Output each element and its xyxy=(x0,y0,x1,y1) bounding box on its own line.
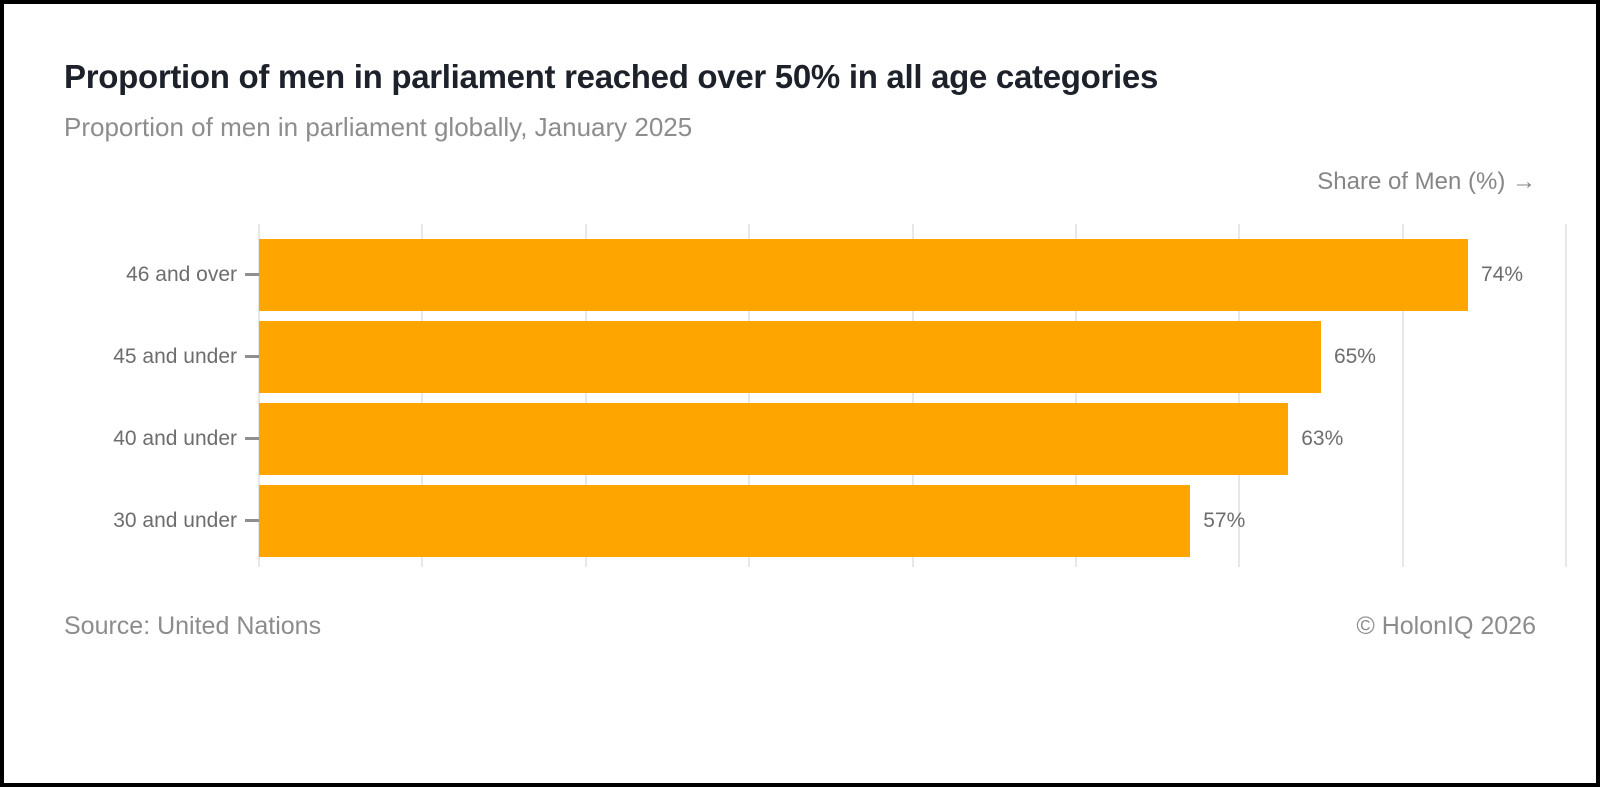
bar-row: 45 and under 65% xyxy=(64,320,1566,393)
gridline xyxy=(1401,223,1404,567)
category-label: 30 and under xyxy=(113,508,237,532)
gridline xyxy=(911,223,914,567)
value-label: 63% xyxy=(1301,426,1344,450)
source-note: Source: United Nations xyxy=(64,611,322,640)
value-label: 65% xyxy=(1333,344,1376,368)
bar[interactable] xyxy=(259,484,1191,557)
value-label: 57% xyxy=(1203,508,1246,532)
copyright-note: © HolonIQ 2026 xyxy=(1356,611,1536,640)
category-label: 46 and over xyxy=(126,262,237,286)
bar-chart: 46 and over 74% 45 and under 65% 40 and … xyxy=(64,223,1567,567)
gridline xyxy=(421,223,424,567)
axis-tick xyxy=(245,437,259,441)
gridline xyxy=(1074,223,1077,567)
bar[interactable] xyxy=(259,320,1321,393)
bar[interactable] xyxy=(259,402,1289,475)
gridline xyxy=(1238,223,1241,567)
bar-track: 63% xyxy=(259,402,1566,475)
gridline xyxy=(258,223,260,567)
bar-row: 46 and over 74% xyxy=(64,238,1566,311)
chart-footer: Source: United Nations © HolonIQ 2026 xyxy=(64,611,1536,642)
category-label: 45 and under xyxy=(113,344,237,368)
bar-track: 57% xyxy=(259,484,1566,557)
bar-row: 40 and under 63% xyxy=(64,402,1566,475)
x-axis-title: Share of Men (%) → xyxy=(1317,168,1536,196)
gridline xyxy=(748,223,751,567)
page-subtitle: Proportion of men in parliament globally… xyxy=(64,111,693,142)
gridlines xyxy=(258,223,1567,567)
category-label: 40 and under xyxy=(113,426,237,450)
value-label: 74% xyxy=(1480,262,1523,286)
gridline xyxy=(1565,223,1567,567)
axis-tick xyxy=(245,519,259,523)
gridline xyxy=(584,223,587,567)
bar-track: 65% xyxy=(259,320,1566,393)
axis-tick xyxy=(245,273,259,277)
chart-rows: 46 and over 74% 45 and under 65% 40 and … xyxy=(64,238,1566,557)
bar-row: 30 and under 57% xyxy=(64,484,1566,557)
page-title: Proportion of men in parliament reached … xyxy=(64,58,1158,95)
bar-track: 74% xyxy=(259,238,1566,311)
axis-tick xyxy=(245,355,259,359)
bar[interactable] xyxy=(259,238,1468,311)
